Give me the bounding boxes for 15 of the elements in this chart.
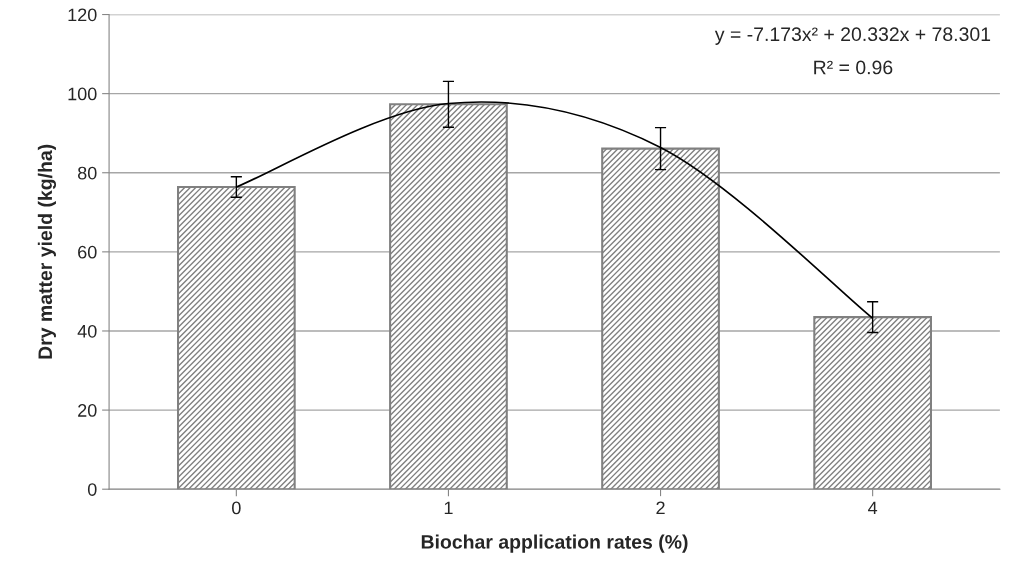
y-axis-title: Dry matter yield (kg/ha) xyxy=(37,144,57,359)
y-tick-label: 100 xyxy=(68,87,97,101)
x-tick-label: 2 xyxy=(656,501,665,515)
x-tick-label: 0 xyxy=(232,501,241,515)
x-axis-title: Biochar application rates (%) xyxy=(421,534,688,553)
x-tick-label: 4 xyxy=(868,501,878,515)
y-tick-label: 80 xyxy=(77,166,97,180)
x-tick-label: 1 xyxy=(444,501,453,515)
annotation: R² = 0.96 xyxy=(814,60,893,75)
y-tick-label: 40 xyxy=(77,324,97,338)
y-tick-label: 60 xyxy=(78,245,97,259)
annotation: y = -7.173x² + 20.332x + 78.301 xyxy=(714,27,991,45)
y-tick-label: 120 xyxy=(68,8,97,22)
y-tick-label: 20 xyxy=(78,404,97,417)
y-tick-label: 0 xyxy=(87,483,97,496)
